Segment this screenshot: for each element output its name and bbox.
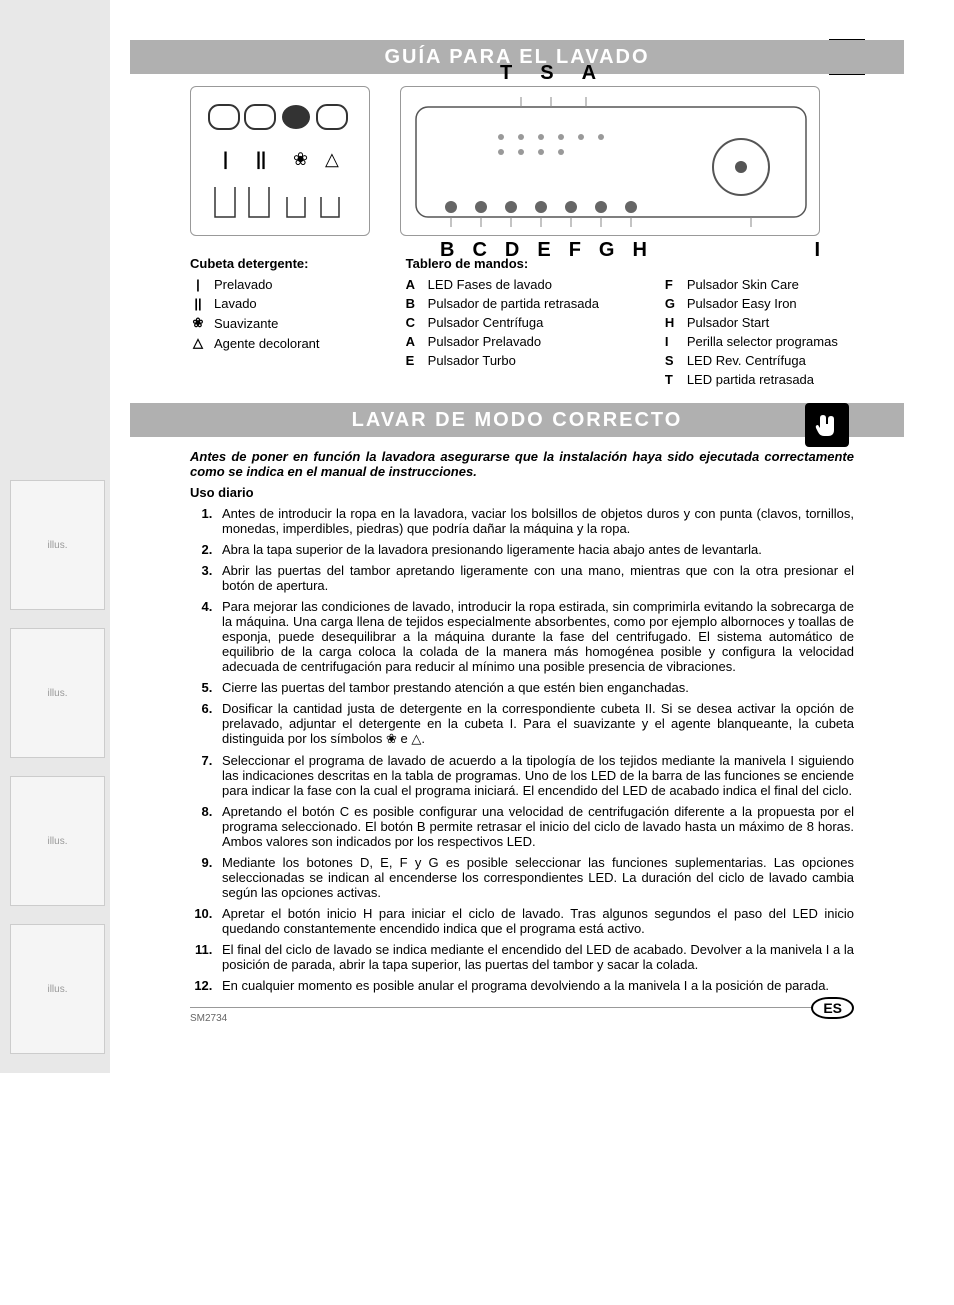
ctrl-A2: APulsador Prelavado (406, 334, 645, 349)
step-1: Antes de introducir la ropa en la lavado… (216, 506, 854, 536)
section-header-2: LAVAR DE MODO CORRECTO (130, 403, 904, 437)
step-7: Seleccionar el programa de lavado de acu… (216, 753, 854, 798)
label-A: A (582, 62, 596, 85)
detergent-diagram: | || ❀ △ (190, 86, 370, 236)
legend-decolorant: Agente decolorant (190, 335, 386, 351)
side-illustrations: illus. illus. illus. illus. (10, 480, 105, 1054)
step-5: Cierre las puertas del tambor prestando … (216, 680, 854, 695)
ctrl-C: CPulsador Centrífuga (406, 315, 645, 330)
header-2-text: LAVAR DE MODO CORRECTO (352, 409, 683, 431)
step-10: Apretar el botón inicio H para iniciar e… (216, 906, 854, 936)
step-12: En cualquier momento es posible anular e… (216, 978, 854, 993)
uso-diario-title: Uso diario (190, 485, 904, 500)
step-11: El final del ciclo de lavado se indica m… (216, 942, 854, 972)
label-H: H (632, 239, 646, 262)
label-D: D (505, 239, 519, 262)
legend-prelavado: Prelavado (190, 277, 386, 292)
illustration-detergent: illus. (10, 776, 105, 906)
ctrl-H: HPulsador Start (665, 315, 904, 330)
panel-bottom-labels: B C D E F G H I (400, 239, 820, 262)
label-B: B (440, 239, 454, 262)
intro-text: Antes de poner en función la lavadora as… (190, 449, 854, 479)
label-S: S (540, 62, 553, 85)
illustration-dial: illus. (10, 924, 105, 1054)
control-panel-diagram (400, 86, 820, 236)
step-2: Abra la tapa superior de la lavadora pre… (216, 542, 854, 557)
step-9: Mediante los botones D, E, F y G es posi… (216, 855, 854, 900)
svg-text:||: || (256, 149, 266, 169)
label-T: T (500, 62, 512, 85)
label-G: G (599, 239, 615, 262)
ctrl-B: BPulsador de partida retrasada (406, 296, 645, 311)
panel-top-labels: T S A (400, 62, 820, 85)
bar2-icon (190, 296, 206, 311)
ctrl-G: GPulsador Easy Iron (665, 296, 904, 311)
legend-suavizante: Suavizante (190, 315, 386, 331)
language-badge: ES (811, 997, 854, 1019)
step-6: Dosificar la cantidad justa de detergent… (216, 701, 854, 747)
svg-text:❀: ❀ (293, 149, 308, 169)
ctrl-A: ALED Fases de lavado (406, 277, 645, 292)
svg-text:△: △ (325, 149, 339, 169)
legend-lavado: Lavado (190, 296, 386, 311)
ctrl-E: EPulsador Turbo (406, 353, 645, 368)
step-3: Abrir las puertas del tambor apretando l… (216, 563, 854, 593)
ctrl-T: TLED partida retrasada (665, 372, 904, 387)
doc-code: SM2734 (190, 1013, 227, 1024)
label-E: E (537, 239, 550, 262)
detergent-legend-title: Cubeta detergente: (190, 256, 386, 271)
instructions-list: Antes de introducir la ropa en la lavado… (190, 506, 854, 993)
illustration-shirt: illus. (10, 480, 105, 610)
step-4: Para mejorar las condiciones de lavado, … (216, 599, 854, 674)
ctrl-S: SLED Rev. Centrífuga (665, 353, 904, 368)
triangle-icon (190, 335, 206, 351)
flower-icon (190, 315, 206, 331)
label-I: I (814, 239, 820, 262)
ctrl-I: IPerilla selector programas (665, 334, 904, 349)
step-8: Apretando el botón C es posible configur… (216, 804, 854, 849)
label-F: F (569, 239, 581, 262)
illustration-open-lid: illus. (10, 628, 105, 758)
bar1-icon (190, 277, 206, 292)
ctrl-F: FPulsador Skin Care (665, 277, 904, 292)
footer-rule (190, 1007, 834, 1008)
hand-icon (805, 403, 849, 447)
svg-text:|: | (223, 149, 228, 169)
label-C: C (472, 239, 486, 262)
